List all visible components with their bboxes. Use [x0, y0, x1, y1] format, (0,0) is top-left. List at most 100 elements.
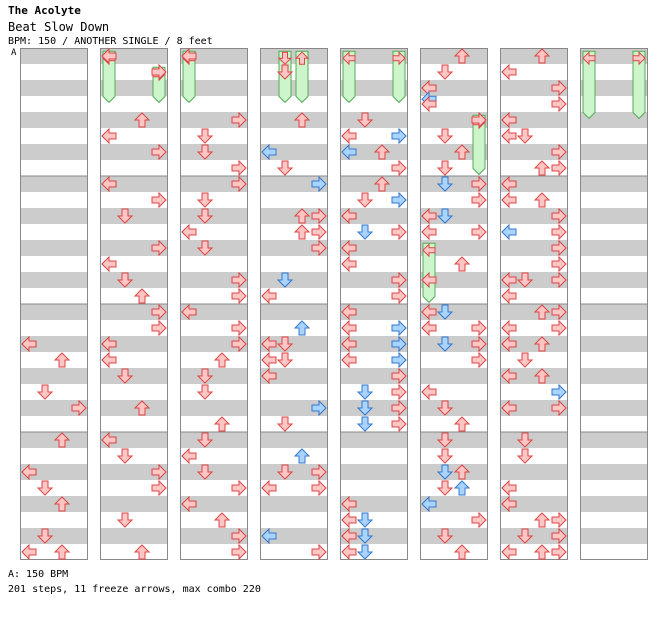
arrow-left-icon [582, 50, 596, 66]
arrow-left-icon [341, 127, 357, 145]
arrow-up-icon [373, 144, 391, 160]
step-note [341, 207, 357, 225]
step-note [293, 448, 311, 464]
step-note [213, 416, 231, 432]
beat-stripe [341, 176, 407, 192]
step-note [501, 63, 517, 81]
arrow-right-icon [231, 271, 247, 289]
beat-stripe [181, 80, 247, 96]
arrow-down-icon [36, 384, 54, 400]
step-note [341, 351, 357, 369]
arrow-left-icon [501, 287, 517, 305]
arrow-up-icon [453, 416, 471, 432]
arrow-up-icon [133, 112, 151, 128]
step-note [453, 144, 471, 160]
arrow-down-icon [196, 144, 214, 160]
step-note [421, 223, 437, 241]
step-note [36, 384, 54, 400]
arrow-up-icon [533, 192, 551, 208]
arrow-right-icon [311, 543, 327, 561]
beat-stripe [101, 368, 167, 384]
beat-stripe [181, 400, 247, 416]
step-note [471, 319, 487, 337]
beat-stripe [261, 528, 327, 544]
step-note [551, 239, 567, 257]
step-note [516, 272, 534, 288]
beat-stripe [501, 208, 567, 224]
freeze-head [392, 50, 406, 66]
arrow-left-icon [341, 543, 357, 561]
step-note [341, 127, 357, 145]
beat-stripe [501, 432, 567, 448]
arrow-left-icon [501, 479, 517, 497]
step-note [533, 512, 551, 528]
step-note [436, 528, 454, 544]
step-note [436, 432, 454, 448]
beat-stripe [21, 48, 87, 64]
arrow-left-icon [421, 207, 437, 225]
arrow-left-icon [421, 319, 437, 337]
step-note [391, 159, 407, 177]
step-note [421, 495, 437, 513]
arrow-left-icon [342, 50, 356, 66]
arrow-right-icon [391, 287, 407, 305]
freeze-arrow [182, 50, 196, 104]
beat-stripe [501, 336, 567, 352]
step-note [71, 399, 87, 417]
arrow-right-icon [391, 383, 407, 401]
arrow-left-icon [341, 495, 357, 513]
step-note [21, 463, 37, 481]
beat-stripe [261, 112, 327, 128]
arrow-down-icon [516, 128, 534, 144]
step-note [261, 335, 277, 353]
step-note [501, 287, 517, 305]
beat-stripe [261, 48, 327, 64]
freeze-arrow [102, 50, 116, 104]
step-note [311, 239, 327, 257]
beat-stripe [21, 144, 87, 160]
step-note [533, 304, 551, 320]
step-note [231, 543, 247, 561]
arrow-down-icon [356, 512, 374, 528]
arrow-left-icon [501, 543, 517, 561]
arrow-right-icon [151, 239, 167, 257]
step-note [551, 255, 567, 273]
arrow-left-icon [261, 367, 277, 385]
step-note [101, 175, 117, 193]
beat-stripe [421, 144, 487, 160]
arrow-right-icon [471, 319, 487, 337]
column-3 [180, 48, 248, 560]
step-note [516, 352, 534, 368]
arrow-left-icon [341, 255, 357, 273]
step-note [101, 47, 117, 65]
arrow-left-icon [341, 351, 357, 369]
step-note [311, 207, 327, 225]
step-note [533, 48, 551, 64]
beat-stripe [101, 272, 167, 288]
step-note [196, 240, 214, 256]
beat-stripe [261, 208, 327, 224]
arrow-up-icon [453, 480, 471, 496]
arrow-right-icon [231, 175, 247, 193]
beat-stripe [421, 272, 487, 288]
step-note [501, 127, 517, 145]
step-note [501, 319, 517, 337]
step-note [551, 79, 567, 97]
step-note [551, 527, 567, 545]
arrow-up-icon [533, 160, 551, 176]
step-note [501, 495, 517, 513]
step-note [181, 495, 197, 513]
step-note [391, 319, 407, 337]
arrow-down-icon [196, 208, 214, 224]
beat-stripe [341, 144, 407, 160]
beat-stripe [501, 240, 567, 256]
step-note [471, 511, 487, 529]
step-note [341, 303, 357, 321]
step-note [231, 287, 247, 305]
arrow-left-icon [501, 223, 517, 241]
arrow-up-icon [453, 256, 471, 272]
arrow-left-icon [341, 239, 357, 257]
beat-stripe [581, 176, 647, 192]
beat-stripe [581, 240, 647, 256]
step-note [436, 64, 454, 80]
